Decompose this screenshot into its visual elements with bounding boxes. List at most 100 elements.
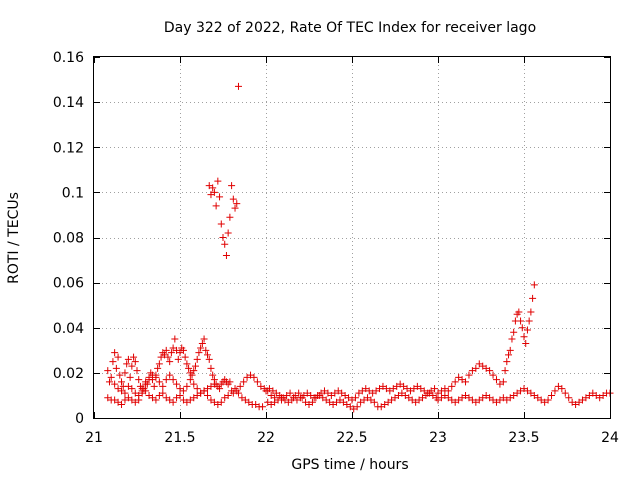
data-point xyxy=(558,385,566,393)
data-point xyxy=(548,391,556,399)
data-point xyxy=(236,382,244,390)
data-point xyxy=(174,355,182,363)
axis-ticks xyxy=(94,57,611,419)
data-points xyxy=(104,82,614,413)
x-axis-label: GPS time / hours xyxy=(291,457,408,473)
data-point xyxy=(486,367,494,375)
data-point xyxy=(155,378,163,386)
data-point xyxy=(155,360,163,368)
data-point xyxy=(508,335,516,343)
data-point xyxy=(308,398,316,406)
data-point xyxy=(130,353,138,361)
data-point xyxy=(515,308,523,316)
data-point xyxy=(298,394,306,402)
y-tick-label: 0.06 xyxy=(53,276,84,292)
data-point xyxy=(181,353,189,361)
data-point xyxy=(183,360,191,368)
data-point xyxy=(128,385,136,393)
data-point xyxy=(207,364,215,372)
data-point xyxy=(114,353,122,361)
data-point xyxy=(224,229,232,237)
data-point xyxy=(216,385,224,393)
data-point xyxy=(472,364,480,372)
y-tick-label: 0.16 xyxy=(53,50,84,66)
data-point xyxy=(499,378,507,386)
data-point xyxy=(159,382,167,390)
data-point xyxy=(128,362,136,370)
data-point xyxy=(186,376,194,384)
data-point xyxy=(226,378,234,386)
data-point xyxy=(190,367,198,375)
data-point xyxy=(523,326,531,334)
data-point xyxy=(131,358,139,366)
data-point xyxy=(522,340,530,348)
data-point xyxy=(176,391,184,399)
data-point xyxy=(205,355,213,363)
data-point xyxy=(195,349,203,357)
data-point xyxy=(200,335,208,343)
data-point xyxy=(138,385,146,393)
data-point xyxy=(221,240,229,248)
data-point xyxy=(107,373,115,381)
data-point xyxy=(529,294,537,302)
data-point xyxy=(444,387,452,395)
data-point xyxy=(126,373,134,381)
data-point xyxy=(231,204,239,212)
data-point xyxy=(492,376,500,384)
data-point xyxy=(518,324,526,332)
data-point xyxy=(111,380,119,388)
data-point xyxy=(229,195,237,203)
data-point xyxy=(179,387,187,395)
data-point xyxy=(123,360,131,368)
data-point xyxy=(167,349,175,357)
data-point xyxy=(142,380,150,388)
x-axis-tick-labels: 21 21.5 22 22.5 23 23.5 24 xyxy=(85,430,619,446)
data-point xyxy=(286,389,294,397)
data-point xyxy=(212,202,220,210)
data-point xyxy=(217,398,225,406)
data-point xyxy=(451,378,459,386)
y-tick-label: 0.08 xyxy=(53,231,84,247)
data-point xyxy=(152,396,160,404)
data-point xyxy=(551,387,559,395)
y-tick-label: 0.14 xyxy=(53,95,84,111)
data-point xyxy=(216,193,224,201)
data-point xyxy=(164,353,172,361)
data-point xyxy=(121,389,129,397)
data-point xyxy=(226,213,234,221)
data-point xyxy=(171,335,179,343)
data-point xyxy=(133,367,141,375)
data-point xyxy=(506,346,514,354)
data-point xyxy=(210,188,218,196)
grid-lines xyxy=(94,57,610,418)
y-tick-label: 0.12 xyxy=(53,140,84,156)
data-point xyxy=(145,376,153,384)
data-point xyxy=(224,391,232,399)
data-point xyxy=(162,346,170,354)
data-point xyxy=(154,364,162,372)
x-tick-label: 21.5 xyxy=(164,430,195,446)
data-point xyxy=(525,317,533,325)
data-point xyxy=(111,349,119,357)
data-point xyxy=(465,371,473,379)
data-point xyxy=(288,396,296,404)
data-point xyxy=(116,371,124,379)
data-point xyxy=(253,378,261,386)
data-point xyxy=(169,398,177,406)
data-point xyxy=(219,234,227,241)
data-point xyxy=(234,82,242,90)
y-axis-tick-labels: 0 0.02 0.04 0.06 0.08 0.1 0.12 0.14 0.16 xyxy=(53,50,84,427)
data-point xyxy=(188,371,196,379)
data-point xyxy=(217,220,225,228)
data-point xyxy=(159,389,167,397)
data-point xyxy=(489,371,497,379)
y-axis-label: ROTI / TECUs xyxy=(6,192,22,284)
data-point xyxy=(112,364,120,372)
data-point xyxy=(179,346,187,354)
data-point xyxy=(233,387,241,395)
data-point xyxy=(448,382,456,390)
data-point xyxy=(561,389,569,397)
data-point xyxy=(259,403,267,411)
data-point xyxy=(527,308,535,316)
data-point xyxy=(222,252,230,260)
